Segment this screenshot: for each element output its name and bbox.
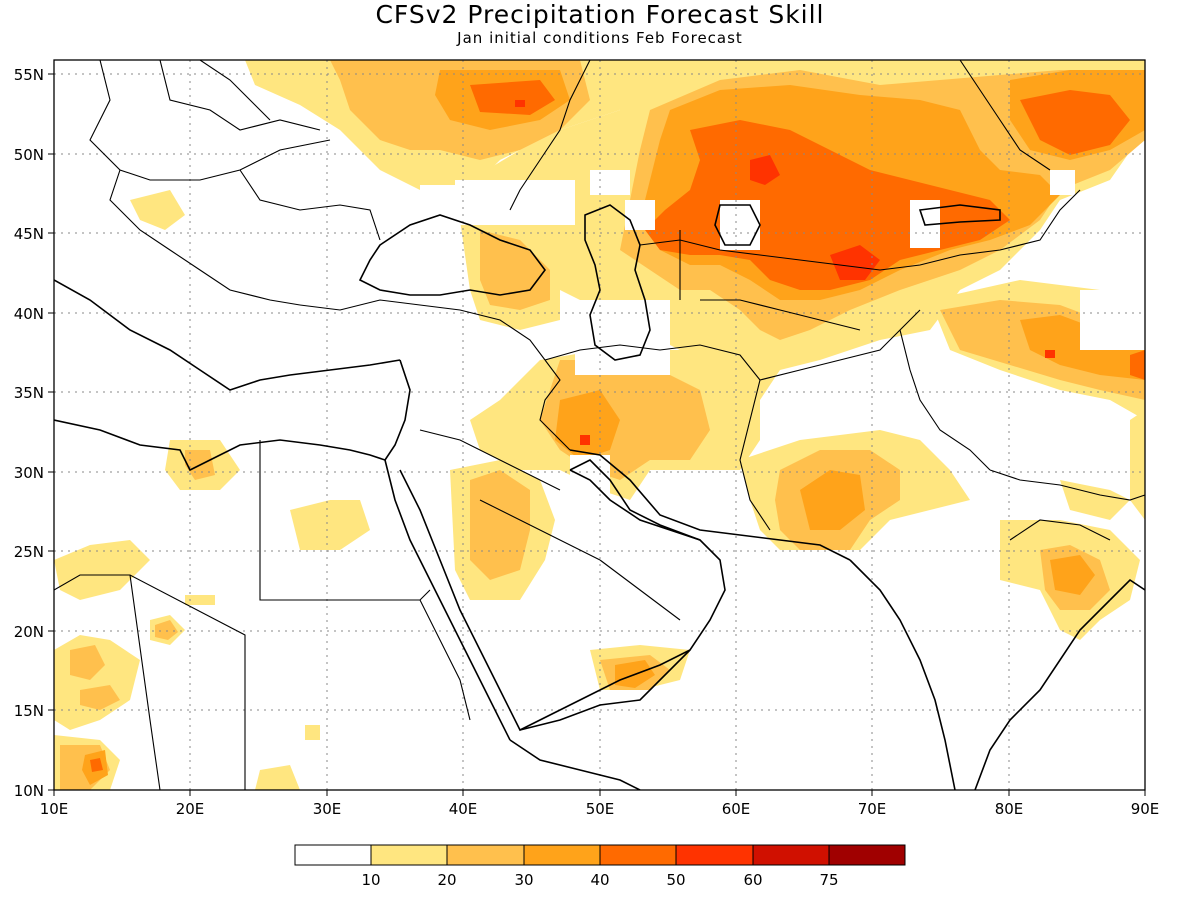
lon-label: 50E [586,800,615,818]
map-title: CFSv2 Precipitation Forecast Skill [375,0,825,29]
lat-label: 30N [14,464,44,482]
lon-label: 30E [313,800,342,818]
colorbar-swatch [675,844,754,866]
lon-label: 20E [176,800,205,818]
colorbar-swatch [752,844,830,866]
tick-marks [48,73,1146,796]
colorbar-swatch [370,844,448,866]
lat-label: 20N [14,623,44,641]
graticule [54,60,1145,790]
colorbar-swatch [828,844,906,866]
lon-label: 40E [449,800,478,818]
latitude-labels: 55N 50N 45N 40N 35N 30N 25N 20N 15N 10N [14,66,44,800]
lon-label: 60E [722,800,751,818]
colorbar-label: 60 [743,871,762,889]
lat-label: 40N [14,305,44,323]
lat-label: 50N [14,146,44,164]
lon-label: 10E [40,800,69,818]
lat-label: 10N [14,782,44,800]
skill-shading [54,60,1145,790]
colorbar: 10 20 30 40 50 60 75 [294,844,906,889]
longitude-labels: 10E 20E 30E 40E 50E 60E 70E 80E 90E [40,800,1160,818]
colorbar-label: 40 [590,871,609,889]
lon-label: 70E [858,800,887,818]
colorbar-label: 30 [514,871,533,889]
lon-label: 90E [1131,800,1160,818]
colorbar-swatch [523,844,601,866]
lat-label: 45N [14,225,44,243]
lat-label: 15N [14,702,44,720]
colorbar-label: 75 [819,871,838,889]
map-subtitle: Jan initial conditions Feb Forecast [457,29,743,47]
skill-50-60 [515,100,1055,445]
colorbar-swatch [294,844,372,866]
colorbar-swatch [446,844,525,866]
country-borders [54,60,1145,790]
lat-label: 25N [14,543,44,561]
colorbar-label: 20 [437,871,456,889]
colorbar-swatch [599,844,677,866]
lat-label: 55N [14,66,44,84]
lon-label: 80E [995,800,1024,818]
colorbar-label: 50 [666,871,685,889]
lat-label: 35N [14,384,44,402]
colorbar-label: 10 [361,871,380,889]
coastlines [54,204,1145,790]
